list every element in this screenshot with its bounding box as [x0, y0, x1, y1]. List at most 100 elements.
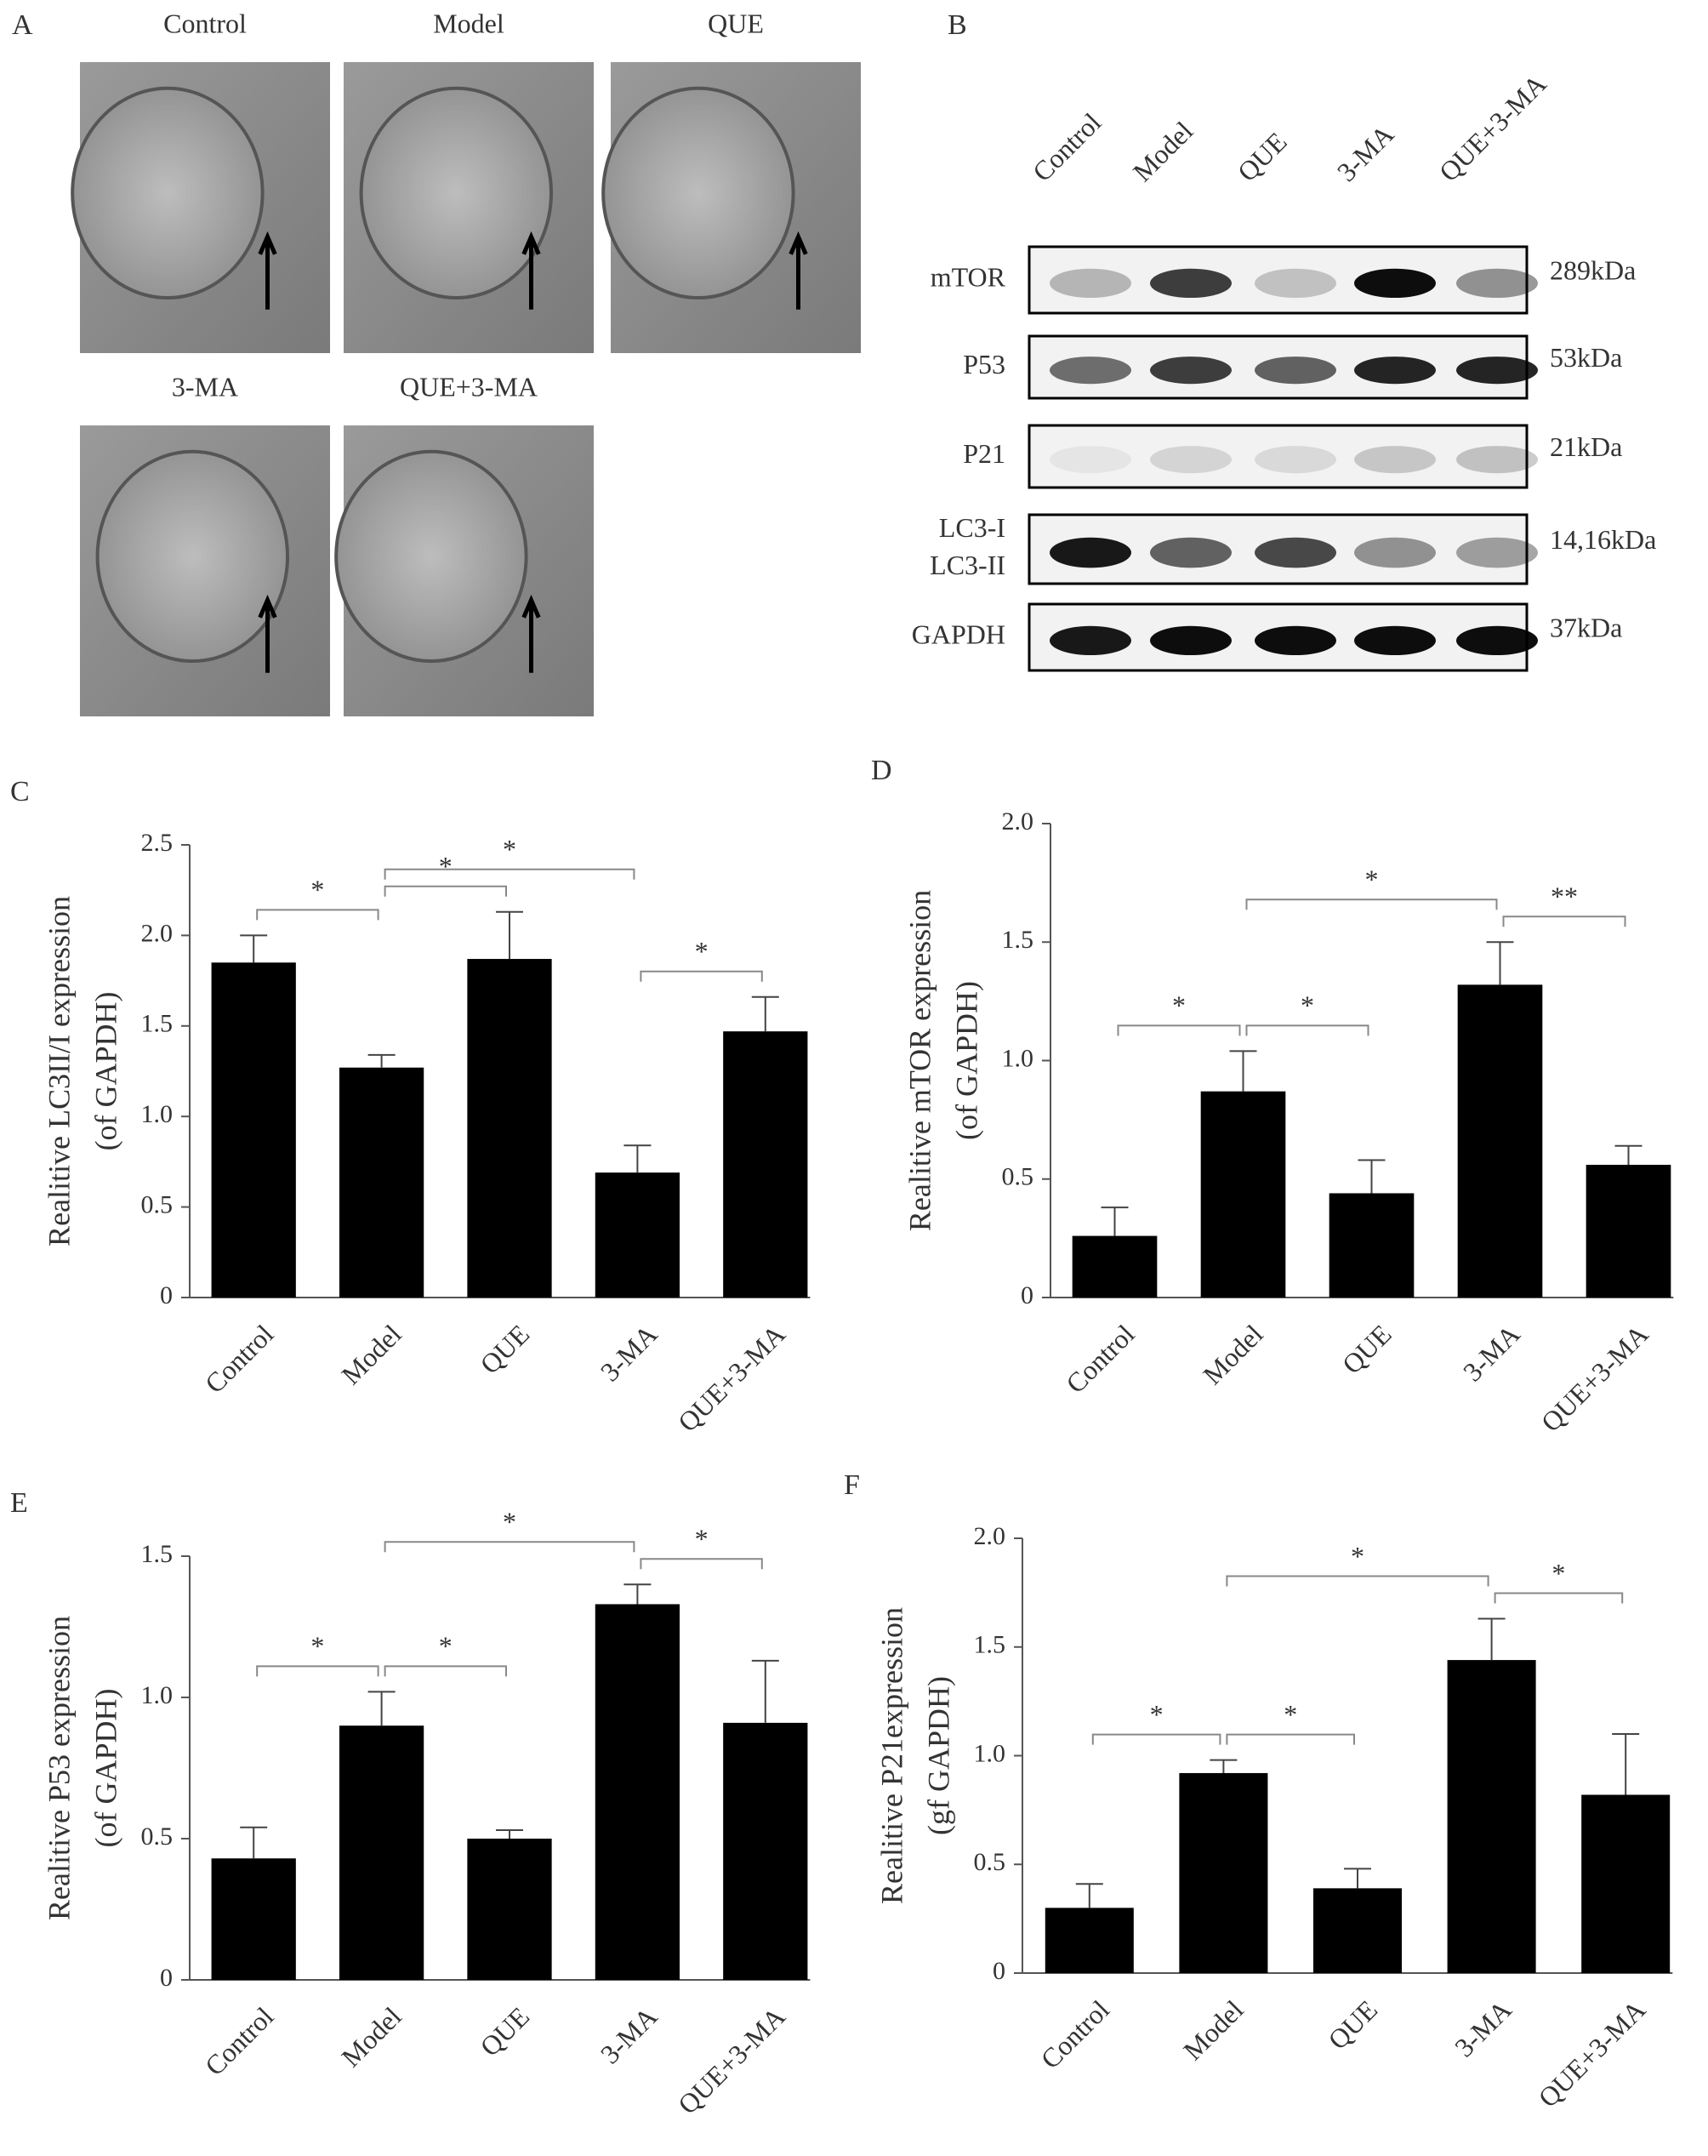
band — [1354, 268, 1436, 299]
error-bar — [496, 910, 523, 960]
nucleus — [71, 86, 265, 300]
y-axis-label: Realitive mTOR expression — [902, 890, 937, 1231]
bar — [1312, 1888, 1403, 1973]
band — [1456, 446, 1538, 474]
arrow — [789, 231, 808, 310]
bar — [1581, 1794, 1671, 1973]
band — [1354, 625, 1436, 656]
band — [1150, 446, 1232, 474]
error-bar — [1210, 1759, 1238, 1773]
nucleus — [601, 86, 795, 300]
y-axis-label: (of GAPDH) — [949, 981, 983, 1140]
lane-label: Model — [1127, 116, 1199, 188]
blot-box — [1028, 245, 1529, 315]
x-tick-label: QUE+3-MA — [672, 1319, 791, 1438]
protein-label: P21 — [963, 438, 1005, 469]
bar — [1329, 1193, 1415, 1298]
significance-bracket — [384, 1665, 507, 1677]
significance-label: * — [1365, 864, 1379, 895]
error-bar — [240, 1826, 268, 1859]
band — [1050, 356, 1131, 385]
significance-label: * — [695, 1524, 709, 1554]
y-axis-label: (of GAPDH) — [88, 992, 122, 1151]
x-tick-label: Control — [199, 2001, 280, 2082]
significance-bracket — [256, 1665, 379, 1677]
band — [1255, 625, 1336, 656]
band — [1050, 537, 1131, 568]
y-axis-label: (of GAPDH) — [88, 1689, 122, 1848]
significance-label: * — [439, 851, 453, 881]
bar — [1045, 1908, 1134, 1973]
band — [1150, 625, 1232, 656]
error-bar — [1614, 1144, 1643, 1166]
y-axis-label: Realitive P53 expression — [42, 1616, 76, 1920]
panel-label: F — [844, 1469, 860, 1501]
x-tick-label: Control — [1034, 1994, 1115, 2075]
significance-label: * — [1351, 1541, 1364, 1571]
significance-bracket — [640, 1558, 763, 1570]
significance-bracket — [1117, 1024, 1241, 1036]
significance-bracket — [1245, 898, 1498, 910]
y-tick-label: 1.0 — [974, 1739, 1006, 1767]
x-tick-label: 3-MA — [1457, 1319, 1526, 1388]
y-tick-label: 2.0 — [1002, 807, 1034, 836]
bar — [595, 1172, 680, 1298]
bar — [1586, 1165, 1671, 1298]
significance-label: * — [1551, 1558, 1565, 1588]
significance-label: * — [310, 1631, 324, 1662]
y-tick-label: 0.5 — [974, 1848, 1006, 1876]
y-tick-label: 2.0 — [974, 1522, 1006, 1550]
error-bar — [1477, 1617, 1506, 1661]
y-tick-label: 1.0 — [141, 1681, 174, 1709]
band — [1150, 537, 1232, 568]
significance-bracket — [1091, 1733, 1221, 1745]
panel-label: B — [948, 9, 967, 41]
band — [1255, 268, 1336, 299]
significance-label: * — [503, 1507, 516, 1537]
size-label: 37kDa — [1550, 612, 1622, 642]
bar — [1447, 1660, 1536, 1973]
protein-label: P53 — [963, 349, 1005, 379]
y-axis-label: (gf GAPDH) — [921, 1676, 955, 1835]
bar — [1457, 984, 1543, 1298]
significance-bracket — [384, 885, 507, 897]
y-tick-label: 1.0 — [1002, 1044, 1034, 1072]
bar — [467, 1839, 552, 1980]
error-bar — [240, 934, 268, 963]
y-tick-label: 0 — [993, 1957, 1005, 1985]
image-title: QUE — [708, 8, 764, 38]
arrow — [258, 231, 277, 310]
error-bar — [1344, 1868, 1371, 1889]
error-bar — [623, 1583, 652, 1605]
image-title: QUE+3-MA — [400, 371, 538, 402]
y-axis-label: Realitive LC3II/I expression — [42, 896, 76, 1246]
lane-label: QUE — [1232, 126, 1293, 187]
error-bar — [1101, 1206, 1129, 1236]
y-tick-label: 0 — [1021, 1281, 1033, 1309]
x-tick-label: Model — [335, 1319, 407, 1391]
bar — [1179, 1772, 1268, 1973]
bar — [723, 1722, 808, 1980]
error-bar — [1358, 1159, 1386, 1194]
band — [1354, 356, 1436, 385]
bar — [211, 1858, 296, 1980]
significance-bracket — [256, 909, 379, 921]
error-bar — [1229, 1050, 1257, 1092]
significance-label: * — [1301, 990, 1314, 1021]
significance-label: ** — [1551, 881, 1578, 912]
y-tick-label: 1.0 — [141, 1100, 174, 1128]
error-bar — [367, 1691, 396, 1726]
significance-label: * — [1284, 1699, 1297, 1730]
protein-label: LC3-II — [930, 550, 1005, 580]
blot-box — [1028, 424, 1529, 489]
error-bar — [1612, 1732, 1640, 1795]
error-bar — [496, 1829, 523, 1839]
y-tick-label: 1.5 — [141, 1540, 174, 1568]
protein-label: mTOR — [931, 261, 1006, 292]
band — [1255, 356, 1336, 385]
panel-label: C — [10, 776, 30, 807]
y-tick-label: 2.0 — [141, 919, 174, 947]
protein-label: GAPDH — [912, 619, 1005, 649]
x-tick-label: QUE — [474, 2001, 535, 2062]
y-axis-label: Realitive P21expression — [874, 1607, 908, 1904]
